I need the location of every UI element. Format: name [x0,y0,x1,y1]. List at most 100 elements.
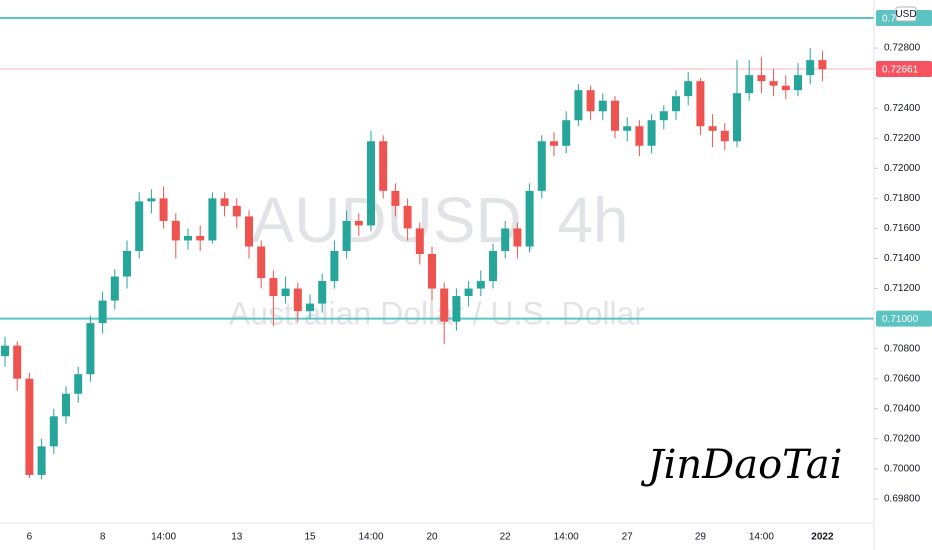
candle-body [86,323,95,375]
candle-body [635,126,644,146]
candle-body [708,126,717,131]
y-tick-label: 0.69800 [884,494,921,505]
candle-body [330,250,339,282]
level-label: 0.7 [882,14,896,25]
candle-body [232,205,241,217]
x-tick-label: 2022 [811,532,834,543]
x-tick-label: 8 [100,532,106,543]
y-tick-label: 0.71200 [884,283,921,294]
y-tick-label: 0.70800 [884,343,921,354]
candle-body [659,111,668,121]
candle-body [476,281,485,289]
y-tick-label: 0.72400 [884,103,921,114]
candle-body [49,416,58,447]
candle-body [647,120,656,146]
signature: JinDaoTai [641,442,843,488]
candle-body [501,228,510,251]
candle-body [696,81,705,127]
candle-body [720,130,729,142]
candle-body [110,276,119,301]
candle-body [672,96,680,112]
candle-body [623,126,632,131]
candle-body [342,220,351,251]
candle-body [574,90,583,121]
candle-body [464,288,473,297]
candle-body [123,250,131,277]
candle-body [135,201,144,251]
candle-body [684,81,693,97]
y-tick-label: 0.71400 [884,253,921,264]
candle-body [550,141,558,146]
candle-body [147,198,156,202]
watermark-symbol: AUDUSD, 4h [252,184,629,256]
x-tick-label: 14:00 [554,532,579,543]
axes: 0.69800 0.70000 0.70200 0.70400 0.70600 0.708… [27,6,932,543]
candle-body [245,216,253,247]
level-label-box [876,310,932,327]
y-tick-label: 0.70600 [884,373,921,384]
y-tick-label: 0.70000 [884,464,921,475]
candle-body [269,278,278,297]
x-tick-label: 20 [426,532,438,543]
candle-body [1,345,9,357]
candle-body [379,141,388,191]
candle-body [159,198,168,221]
x-tick-label: 29 [695,532,707,543]
candle-body [196,235,205,241]
x-tick-label: 6 [27,532,33,543]
price-label: 0.72661 [882,65,919,76]
candle-body [745,75,754,94]
candle-body [184,235,192,241]
candle-body [171,220,180,241]
x-tick-label: 15 [304,532,316,543]
candle-body [391,190,400,206]
candle-body [513,228,522,247]
candle-body [220,198,229,206]
y-tick-label: 0.72200 [884,133,921,144]
candle-body [586,90,595,112]
price-label-box [876,60,932,77]
x-tick-label: 22 [500,532,512,543]
candle-body [440,288,449,322]
candle-body [757,75,766,82]
candle-body [598,100,607,112]
x-tick-label: 14:00 [358,532,383,543]
x-tick-label: 13 [231,532,243,543]
candle-body [403,205,412,229]
y-tick-label: 0.70400 [884,403,921,414]
candle-body [452,296,461,322]
candle-body [208,198,217,241]
currency-box [895,6,917,22]
candle-body [428,253,436,289]
candle-body [806,60,815,76]
level-label: 0.71000 [882,314,919,325]
candle-body [74,374,83,394]
candle-body [367,141,375,226]
candle-body [293,288,302,312]
candle-body [769,81,778,86]
x-tick-label: 27 [622,532,634,543]
candle-body [37,446,46,475]
watermark-description: Australian Dollar / U.S. Dollar [229,295,645,331]
candle-body [25,378,34,475]
y-tick-label: 0.71800 [884,193,921,204]
candle-body [98,300,107,324]
y-tick-label: 0.72000 [884,163,921,174]
candle-body [794,75,802,91]
candle-body [733,93,741,142]
y-tick-label: 0.72800 [884,43,921,54]
y-tick-label: 0.71600 [884,223,921,234]
x-tick-label: 14:00 [749,532,774,543]
candle-body [354,220,363,226]
candle-body [525,190,534,247]
candle-body [781,85,790,91]
candle-body [562,120,571,146]
candle-body [611,100,619,131]
candle-body [818,60,827,70]
plot [0,17,874,480]
currency-label: USD [895,9,916,20]
candle-body [489,250,497,282]
candle-body [257,246,266,279]
